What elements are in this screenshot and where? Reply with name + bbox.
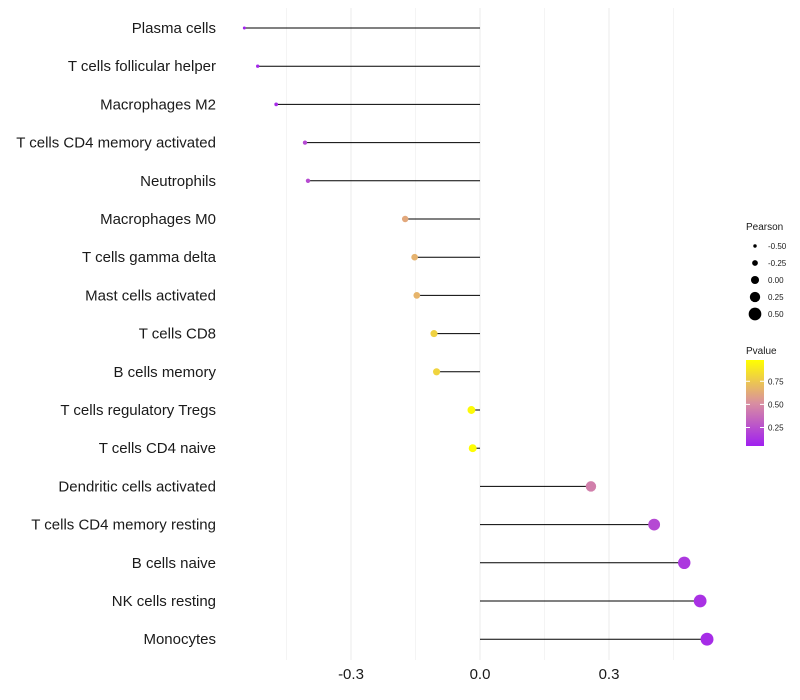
pearson-legend-label: 0.25	[768, 293, 784, 302]
lollipop-dot	[401, 215, 409, 223]
pearson-legend-label: 0.50	[768, 310, 784, 319]
lollipop-dot	[468, 444, 477, 453]
category-label: T cells gamma delta	[82, 249, 217, 266]
pvalue-color-legend: Pvalue 0.75 0.50 0.25	[746, 346, 784, 446]
category-label: Neutrophils	[140, 173, 216, 190]
pearson-size-legend: Pearson -0.50 -0.25 0.00 0.25 0.50	[746, 222, 787, 321]
category-label: T cells CD4 memory activated	[16, 135, 216, 152]
category-label: NK cells resting	[112, 593, 216, 610]
category-label: B cells naive	[132, 555, 216, 572]
x-tick-label: 0.0	[470, 666, 491, 683]
category-label: Mast cells activated	[85, 287, 216, 304]
category-label: T cells regulatory Tregs	[60, 402, 216, 419]
x-tick-label: 0.3	[599, 666, 620, 683]
lollipop-dot	[585, 481, 597, 492]
lollipop-dot	[274, 102, 279, 107]
category-label: T cells CD4 memory resting	[31, 517, 216, 534]
lollipop-dot	[305, 178, 311, 183]
lollipop-dot	[693, 594, 707, 608]
pearson-legend-dot	[753, 244, 757, 248]
lollipop-dot	[648, 518, 661, 531]
pearson-legend-dot	[748, 307, 762, 321]
category-labels: Plasma cells T cells follicular helper Mac…	[16, 20, 216, 648]
lollipop-dot	[242, 26, 246, 30]
pearson-legend-label: -0.25	[768, 259, 787, 268]
lollipop-dot	[433, 368, 441, 376]
grid-lines	[286, 8, 674, 660]
lollipop-dot	[302, 140, 308, 145]
lollipop-dots	[242, 26, 714, 646]
pearson-legend-dot	[750, 275, 760, 285]
lollipop-dot	[467, 406, 476, 414]
lollipop-dot	[411, 253, 418, 261]
category-label: T cells CD8	[139, 326, 216, 343]
pearson-legend-label: -0.50	[768, 242, 787, 251]
pvalue-colorbar	[746, 360, 764, 446]
category-label: Monocytes	[143, 631, 216, 648]
category-label: Plasma cells	[132, 20, 216, 37]
pearson-legend-dot	[752, 260, 758, 266]
pvalue-legend-label: 0.50	[768, 400, 784, 409]
pvalue-legend-label: 0.25	[768, 424, 784, 433]
pvalue-legend-title: Pvalue	[746, 346, 777, 357]
x-tick-label: -0.3	[338, 666, 364, 683]
lollipop-dot	[678, 556, 691, 570]
category-label: Macrophages M2	[100, 96, 216, 113]
lollipop-dot	[256, 64, 260, 68]
category-label: Macrophages M0	[100, 211, 216, 228]
pvalue-legend-label: 0.75	[768, 377, 784, 386]
pearson-legend-label: 0.00	[768, 276, 784, 285]
pearson-legend-dot	[749, 291, 761, 303]
category-label: T cells follicular helper	[68, 58, 216, 75]
category-label: Dendritic cells activated	[58, 478, 216, 495]
x-axis-tick-labels: -0.3 0.0 0.3	[338, 666, 619, 683]
lollipop-dot	[413, 292, 421, 299]
category-label: B cells memory	[113, 364, 216, 381]
lollipop-stems	[244, 27, 708, 640]
pearson-legend-title: Pearson	[746, 222, 783, 233]
lollipop-dot	[700, 632, 714, 646]
category-label: T cells CD4 naive	[99, 440, 216, 457]
lollipop-dot	[430, 330, 438, 338]
